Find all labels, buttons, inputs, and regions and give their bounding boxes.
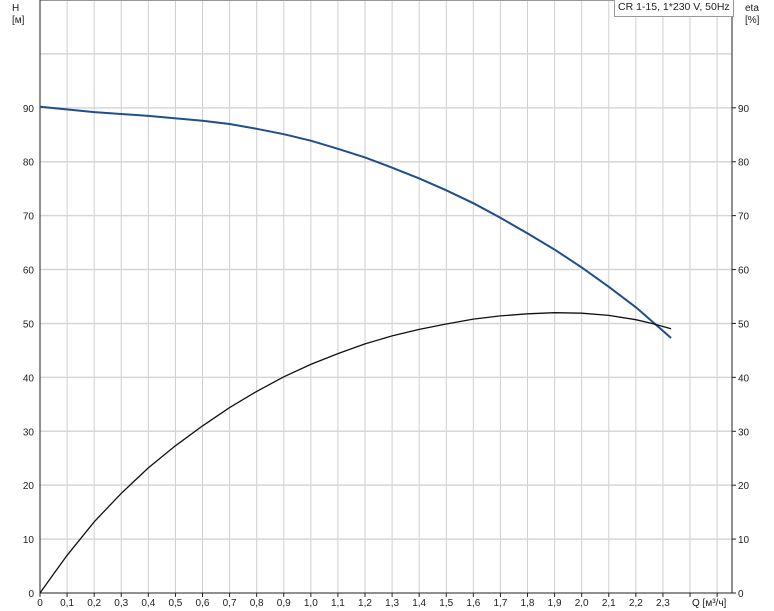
legend: CR 1-15, 1*230 V, 50Hz — [614, 0, 734, 17]
x-tick-label: 0,4 — [141, 598, 155, 609]
x-tick-label: 1,7 — [493, 598, 507, 609]
y-left-label-unit: [м] — [12, 15, 25, 26]
x-tick-label: 1,9 — [548, 598, 562, 609]
x-tick-label: 1,4 — [412, 598, 426, 609]
y-right-tick-label: 20 — [738, 481, 750, 492]
x-tick-label: 1,6 — [466, 598, 480, 609]
y-right-tick-label: 70 — [738, 212, 750, 223]
y-right-tick-label: 90 — [738, 104, 750, 115]
x-tick-label: 2,2 — [629, 598, 643, 609]
x-tick-label: 2,1 — [602, 598, 616, 609]
y-left-tick-label: 80 — [23, 158, 35, 169]
x-tick-label: 1,2 — [358, 598, 372, 609]
y-right-tick-label: 60 — [738, 266, 750, 277]
x-tick-label: 0,2 — [87, 598, 101, 609]
y-right-tick-label: 50 — [738, 319, 750, 330]
x-tick-label: 0,1 — [60, 598, 74, 609]
x-tick-label: 2,3 — [656, 598, 670, 609]
y-left-label-h: H — [12, 3, 20, 14]
efficiency-curve — [39, 312, 672, 594]
x-tick-label: 0,8 — [250, 598, 264, 609]
x-tick-label: 1,8 — [521, 598, 535, 609]
y-left-tick-label: 30 — [23, 427, 35, 438]
x-tick-label: 0,6 — [196, 598, 210, 609]
x-tick-label: 1,5 — [439, 598, 453, 609]
y-right-tick-label: 10 — [738, 535, 750, 546]
y-right-label-unit: [%] — [745, 15, 760, 26]
y-left-tick-label: 70 — [23, 212, 35, 223]
x-tick-label: 0,5 — [168, 598, 182, 609]
y-right-tick-label: 30 — [738, 427, 750, 438]
y-left-tick-label: 40 — [23, 373, 35, 384]
y-right-label-eta: eta — [745, 3, 759, 14]
x-tick-label: 1,3 — [385, 598, 399, 609]
y-left-tick-label: 50 — [23, 319, 35, 330]
x-axis-label: Q [м³/ч] — [692, 598, 727, 609]
x-tick-label: 0 — [37, 598, 43, 609]
x-tick-label: 1,0 — [304, 598, 318, 609]
y-left-tick-label: 0 — [28, 589, 34, 600]
x-tick-label: 0,3 — [114, 598, 128, 609]
y-right-tick-label: 0 — [738, 589, 744, 600]
y-right-tick-label: 40 — [738, 373, 750, 384]
y-left-tick-label: 20 — [23, 481, 35, 492]
x-tick-label: 2,0 — [575, 598, 589, 609]
head-curve — [39, 105, 672, 339]
x-tick-label: 0,9 — [277, 598, 291, 609]
y-right-tick-label: 80 — [738, 158, 750, 169]
x-tick-label: 1,1 — [331, 598, 345, 609]
y-left-tick-label: 10 — [23, 535, 35, 546]
x-tick-label: 0,7 — [223, 598, 237, 609]
y-left-tick-label: 90 — [23, 104, 35, 115]
y-left-tick-label: 60 — [23, 266, 35, 277]
